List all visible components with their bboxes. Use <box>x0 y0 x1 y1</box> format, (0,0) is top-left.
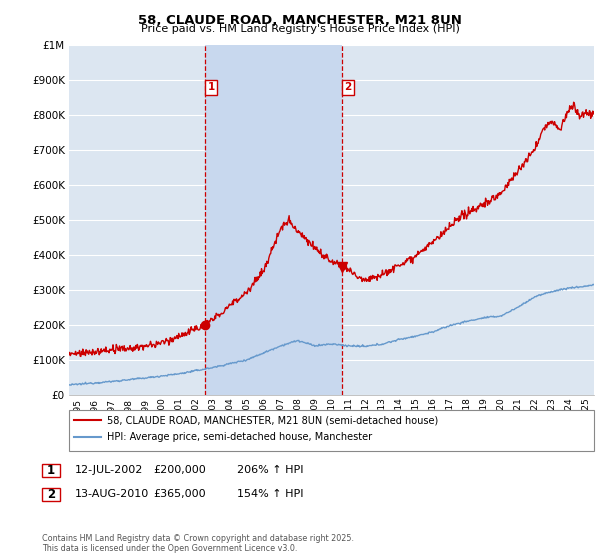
Text: Contains HM Land Registry data © Crown copyright and database right 2025.
This d: Contains HM Land Registry data © Crown c… <box>42 534 354 553</box>
Text: Price paid vs. HM Land Registry's House Price Index (HPI): Price paid vs. HM Land Registry's House … <box>140 24 460 34</box>
Text: 58, CLAUDE ROAD, MANCHESTER, M21 8UN (semi-detached house): 58, CLAUDE ROAD, MANCHESTER, M21 8UN (se… <box>107 416 438 425</box>
Text: 1: 1 <box>208 82 215 92</box>
Text: 58, CLAUDE ROAD, MANCHESTER, M21 8UN: 58, CLAUDE ROAD, MANCHESTER, M21 8UN <box>138 14 462 27</box>
Text: £365,000: £365,000 <box>153 489 206 500</box>
Text: 154% ↑ HPI: 154% ↑ HPI <box>237 489 304 500</box>
Text: 1: 1 <box>47 464 55 477</box>
Bar <box>205 45 342 395</box>
Text: 2: 2 <box>344 82 352 92</box>
Text: 2: 2 <box>47 488 55 501</box>
Text: 12-JUL-2002: 12-JUL-2002 <box>75 465 143 475</box>
Text: 13-AUG-2010: 13-AUG-2010 <box>75 489 149 500</box>
Text: £200,000: £200,000 <box>153 465 206 475</box>
Text: HPI: Average price, semi-detached house, Manchester: HPI: Average price, semi-detached house,… <box>107 432 372 442</box>
Text: 206% ↑ HPI: 206% ↑ HPI <box>237 465 304 475</box>
